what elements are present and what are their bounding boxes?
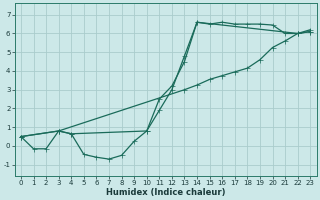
X-axis label: Humidex (Indice chaleur): Humidex (Indice chaleur) (106, 188, 225, 197)
